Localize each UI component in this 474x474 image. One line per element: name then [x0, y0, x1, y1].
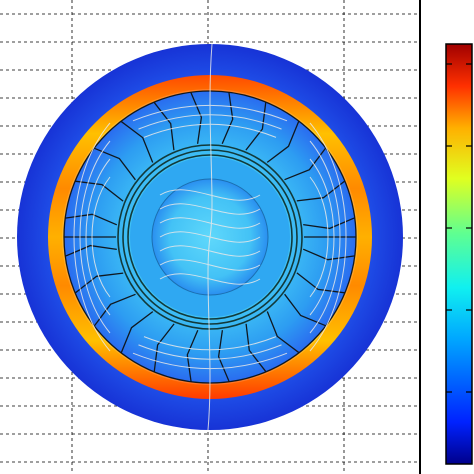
winding-ring-inner: [127, 154, 293, 320]
core-field-line-1: [159, 189, 261, 201]
core-field-line-2: [159, 203, 261, 215]
vertical-seam-line: [207, 43, 213, 431]
left-field-loop-4: [73, 122, 111, 352]
winding-ring-outer: [117, 144, 303, 330]
stator-slot-21: [266, 120, 300, 163]
core-field-line-7: [159, 273, 261, 285]
field-lines: [73, 43, 347, 431]
stator-slot-7: [186, 329, 199, 382]
stator-slot-6: [217, 330, 230, 382]
stator-slot-20: [245, 102, 267, 151]
stator-slot-13: [65, 213, 118, 226]
winding-ring-mid: [122, 149, 298, 325]
stator-slot-9: [120, 311, 154, 354]
stator-slot-17: [153, 101, 175, 151]
core-field-line-3: [159, 217, 261, 229]
stator-slot-19: [221, 92, 234, 145]
left-field-loop-2: [85, 158, 111, 316]
left-field-loop-1: [91, 176, 111, 298]
stator-slot-11: [74, 272, 124, 294]
stator-slot-16: [120, 120, 154, 163]
colorbar-ticks: [446, 63, 472, 393]
colorbar: [445, 43, 473, 465]
core-field-line-5: [159, 245, 261, 257]
stator-slot-24: [303, 217, 355, 230]
stator-slot-5: [245, 323, 267, 373]
core-field-line-6: [159, 259, 261, 271]
right-field-loop-4: [309, 122, 347, 352]
stator-slot-18: [190, 92, 203, 144]
stator-slot-4: [266, 311, 300, 354]
rotor-winding: [117, 144, 303, 330]
left-field-loop-3: [79, 140, 111, 334]
stator-slot-1: [302, 248, 355, 261]
stator-slot-12: [65, 244, 117, 257]
stator-slot-8: [153, 323, 175, 372]
right-field-loop-1: [309, 176, 329, 298]
stator-slot-23: [296, 180, 346, 202]
stator-slot-2: [296, 272, 345, 294]
right-field-loop-3: [309, 140, 341, 334]
stator-slot-14: [75, 180, 124, 202]
right-field-loop-2: [309, 158, 335, 316]
